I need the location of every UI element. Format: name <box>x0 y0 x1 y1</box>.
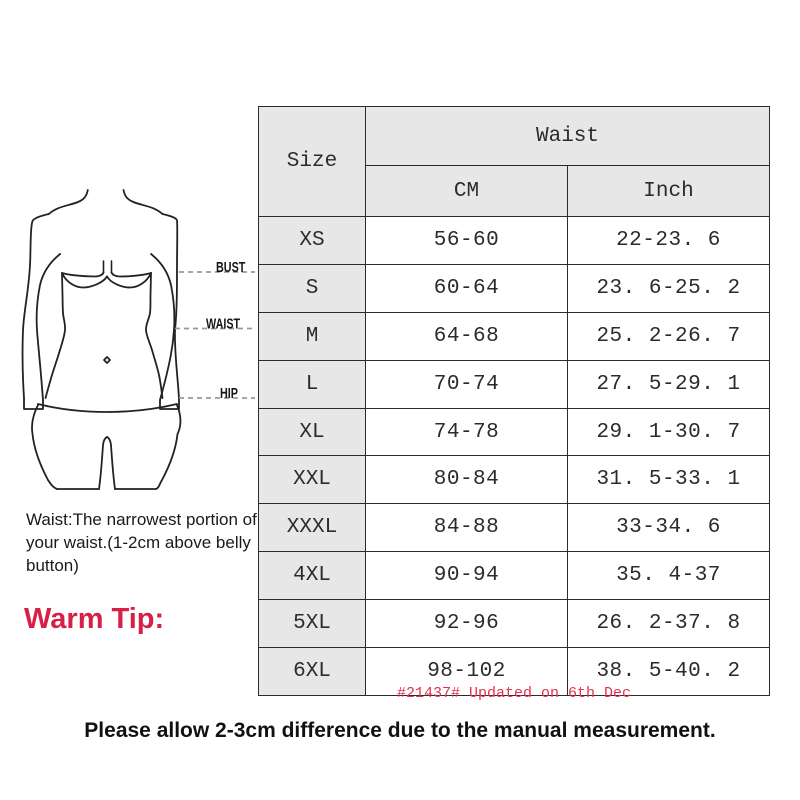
svg-text:HIP: HIP <box>220 384 238 401</box>
svg-text:WAIST: WAIST <box>206 315 240 332</box>
svg-text:BUST: BUST <box>216 258 245 275</box>
